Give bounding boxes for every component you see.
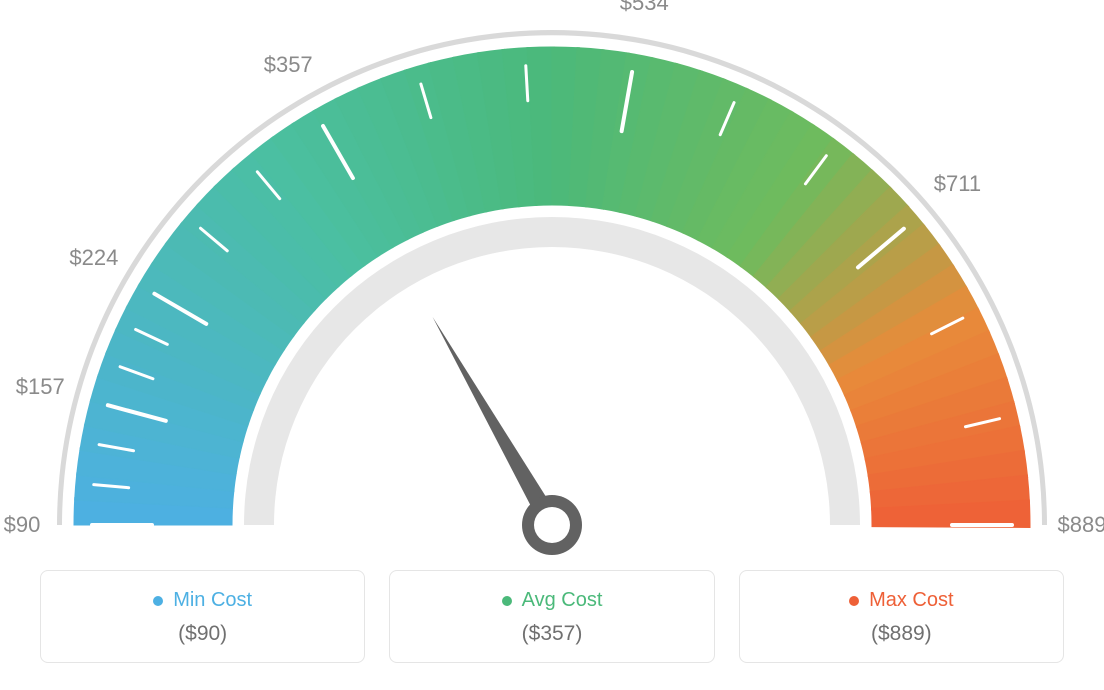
legend-dot-max	[849, 596, 859, 606]
cost-gauge-chart: $90 $157 $224 $357 $534 $711 $889	[0, 0, 1104, 560]
legend-card-min: Min Cost ($90)	[40, 570, 365, 663]
gauge-tick-label: $711	[934, 171, 981, 197]
legend-value-max: ($889)	[740, 622, 1063, 646]
legend-label-min: Min Cost	[173, 589, 252, 612]
legend-dot-avg	[502, 596, 512, 606]
gauge-tick-label: $90	[4, 512, 41, 538]
gauge-tick-label: $889	[1058, 512, 1104, 538]
legend-card-max: Max Cost ($889)	[739, 570, 1064, 663]
legend-title-max: Max Cost	[849, 589, 953, 612]
legend-title-avg: Avg Cost	[502, 589, 603, 612]
legend-value-min: ($90)	[41, 622, 364, 646]
legend-label-avg: Avg Cost	[522, 589, 603, 612]
legend-label-max: Max Cost	[869, 589, 953, 612]
gauge-svg	[0, 0, 1104, 560]
gauge-tick-label: $157	[16, 374, 65, 400]
gauge-tick-label: $224	[69, 245, 118, 271]
gauge-tick-label: $534	[620, 0, 669, 16]
legend-dot-min	[153, 596, 163, 606]
legend-value-avg: ($357)	[390, 622, 713, 646]
legend-row: Min Cost ($90) Avg Cost ($357) Max Cost …	[0, 560, 1104, 663]
legend-card-avg: Avg Cost ($357)	[389, 570, 714, 663]
legend-title-min: Min Cost	[153, 589, 252, 612]
gauge-tick-label: $357	[264, 52, 313, 78]
